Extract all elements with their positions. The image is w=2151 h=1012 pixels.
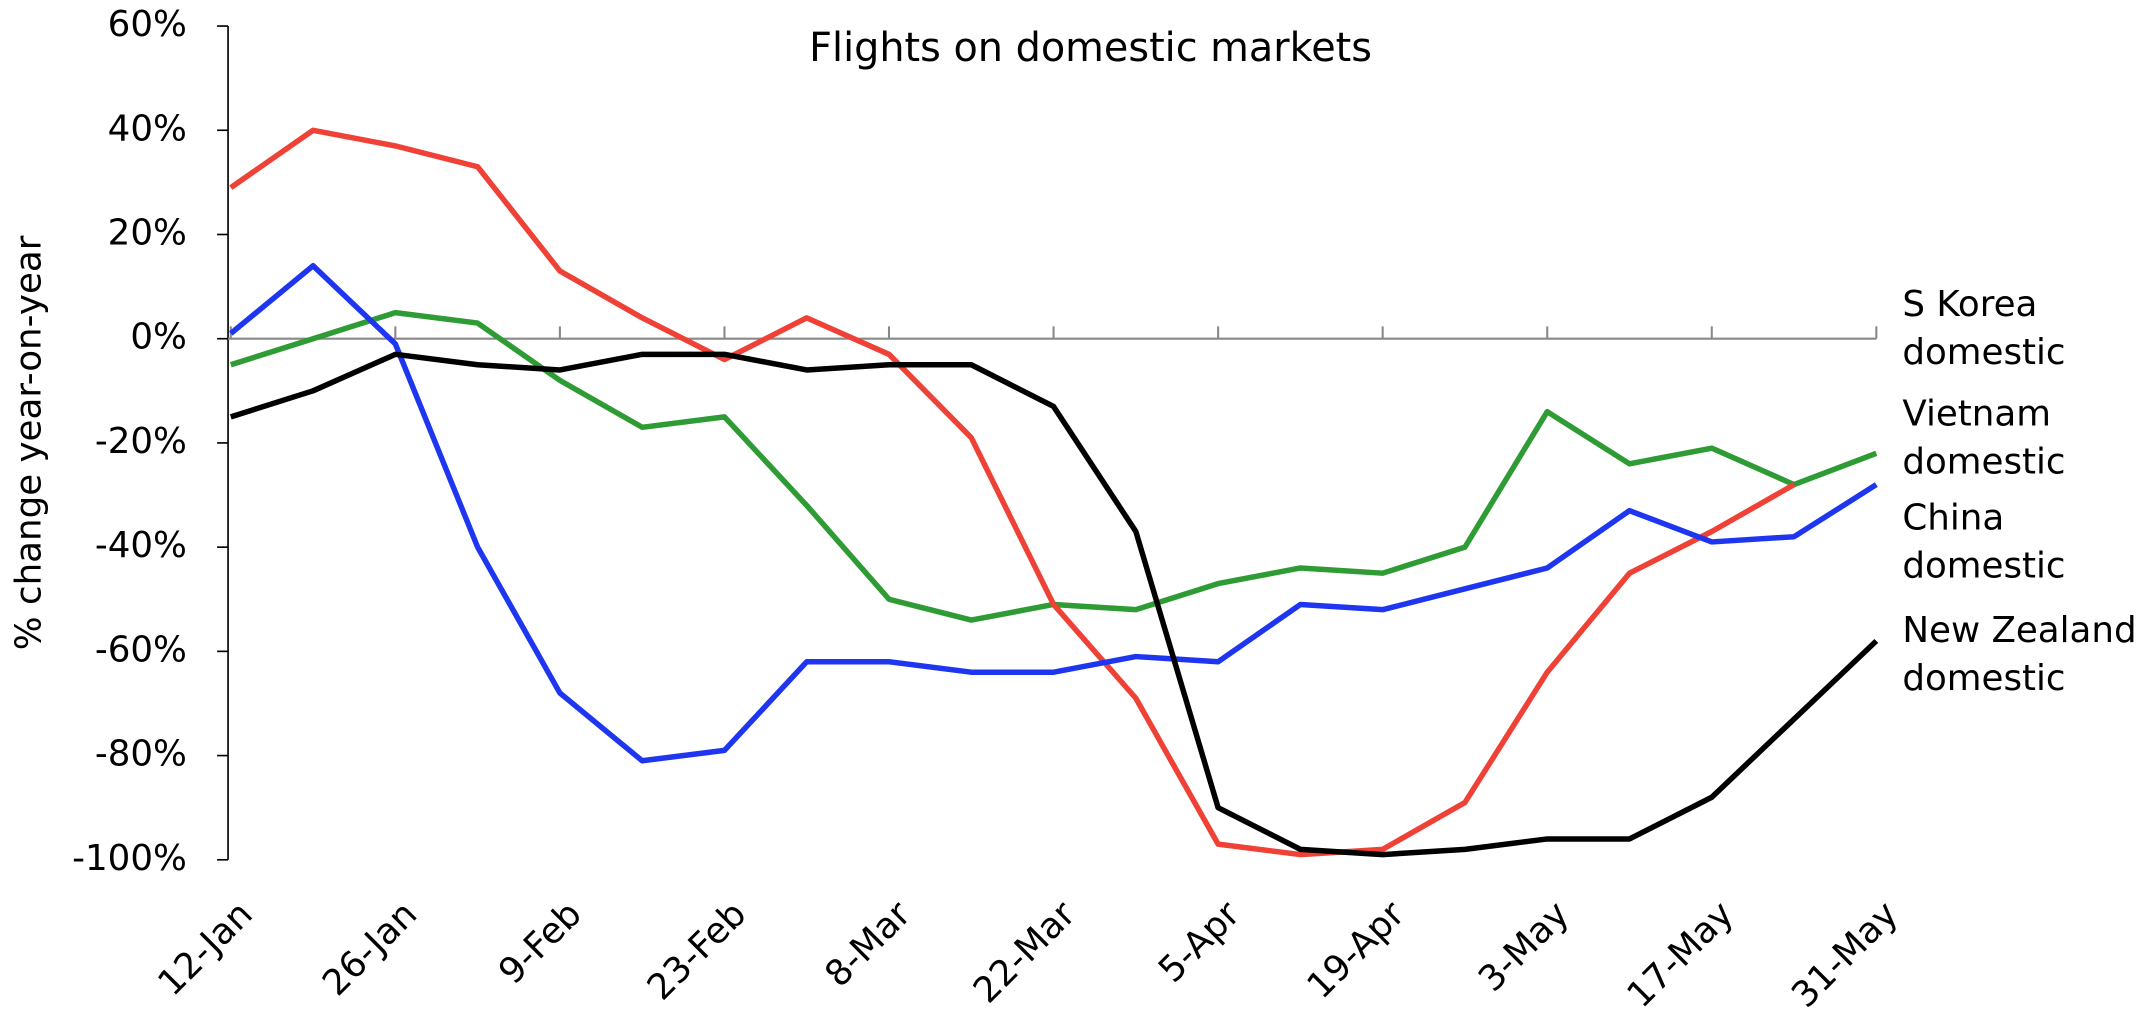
x-tick-label: 9-Feb bbox=[491, 894, 590, 993]
y-tick-label: 40% bbox=[108, 108, 187, 149]
legend-label-line: S Korea bbox=[1902, 284, 2037, 325]
y-tick-label: -40% bbox=[95, 525, 187, 566]
x-tick-label: 26-Jan bbox=[315, 894, 425, 1004]
y-axis-label: % change year-on-year bbox=[9, 235, 50, 650]
x-tick-label: 12-Jan bbox=[150, 894, 260, 1004]
x-tick-label: 17-May bbox=[1619, 894, 1741, 1012]
series-line bbox=[229, 351, 1879, 858]
x-tick-label: 3-May bbox=[1471, 894, 1577, 1000]
x-tick-label: 5-Apr bbox=[1151, 893, 1248, 990]
y-tick-label: 0% bbox=[130, 317, 187, 358]
x-tick-label: 31-May bbox=[1784, 894, 1906, 1012]
legend-label-line: Vietnam bbox=[1902, 393, 2051, 434]
legend-label-line: New Zealand bbox=[1902, 610, 2136, 651]
y-tick-label: -60% bbox=[95, 629, 187, 670]
legend-label: Vietnam domestic bbox=[1902, 393, 2065, 482]
legend-label-line: domestic bbox=[1902, 546, 2065, 587]
legend-label: New Zealand domestic bbox=[1902, 610, 2136, 699]
legend-label-line: China bbox=[1902, 498, 2004, 539]
legend-label-line: domestic bbox=[1902, 441, 2065, 482]
y-tick-label: -100% bbox=[72, 838, 187, 879]
y-tick-label: -80% bbox=[95, 734, 187, 775]
y-tick-label: -20% bbox=[95, 421, 187, 462]
x-tick-label: 22-Mar bbox=[966, 893, 1084, 1011]
x-tick-label: 19-Apr bbox=[1299, 893, 1412, 1006]
x-tick-label: 23-Feb bbox=[640, 894, 755, 1009]
x-tick-label: 8-Mar bbox=[817, 893, 919, 995]
chart-title: Flights on domestic markets bbox=[809, 25, 1372, 71]
legend-label-line: domestic bbox=[1902, 332, 2065, 373]
series-line bbox=[229, 263, 1878, 764]
series-line bbox=[229, 127, 1796, 858]
legend-label: S Korea domestic bbox=[1902, 284, 2065, 373]
y-tick-label: 60% bbox=[108, 4, 187, 45]
legend-label: China domestic bbox=[1902, 498, 2065, 587]
legend-label-line: domestic bbox=[1902, 658, 2065, 699]
y-tick-label: 20% bbox=[108, 212, 187, 253]
